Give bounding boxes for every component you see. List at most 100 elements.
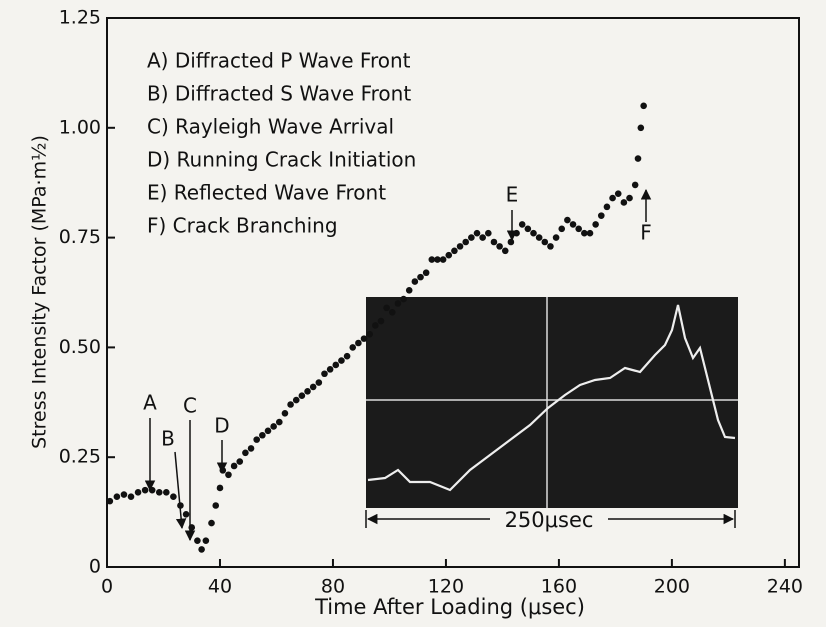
data-point <box>485 229 492 237</box>
data-point <box>451 247 458 255</box>
data-point <box>332 361 340 369</box>
data-point <box>360 335 368 342</box>
annotation-label: F <box>640 221 652 245</box>
x-tick-label: 0 <box>101 576 113 598</box>
inset-screen <box>366 297 738 508</box>
inset-oscillogram: 250μsec <box>365 297 738 532</box>
data-point <box>558 225 566 233</box>
data-point <box>292 396 300 404</box>
data-point <box>236 458 244 465</box>
x-tick-label: 120 <box>428 576 464 598</box>
data-point <box>106 497 114 505</box>
inset-trace <box>367 304 736 492</box>
data-point <box>343 352 351 360</box>
x-tick-label: 240 <box>767 576 803 598</box>
data-point <box>216 484 224 492</box>
data-point <box>259 431 266 439</box>
data-point <box>388 308 396 316</box>
inset-label: 250μsec <box>505 508 594 532</box>
data-point <box>524 225 532 233</box>
data-point <box>281 409 289 417</box>
data-point <box>377 317 385 325</box>
data-point <box>326 366 334 373</box>
data-point <box>202 537 210 544</box>
annotation-label: D <box>214 414 229 438</box>
y-tick-label: 1.00 <box>59 116 101 138</box>
plot-frame <box>106 17 800 568</box>
data-point <box>304 388 311 395</box>
data-point <box>219 467 227 474</box>
data-point <box>247 445 255 452</box>
data-point <box>188 524 196 531</box>
data-point <box>473 229 481 237</box>
data-point <box>462 238 470 246</box>
data-point <box>113 493 121 501</box>
data-point <box>581 229 588 237</box>
data-point <box>439 256 447 263</box>
data-point <box>411 278 419 285</box>
data-point <box>496 243 503 250</box>
legend-entry: C) Rayleigh Wave Arrival <box>147 115 394 139</box>
data-point <box>120 491 128 498</box>
data-point <box>614 190 622 197</box>
data-point <box>275 418 283 426</box>
data-point <box>177 502 184 509</box>
data-point <box>372 322 379 329</box>
data-point <box>597 212 605 219</box>
data-point <box>127 493 135 501</box>
data-point <box>208 519 215 527</box>
data-point <box>501 247 509 255</box>
data-point <box>634 155 642 162</box>
legend-entry: E) Reflected Wave Front <box>147 181 386 205</box>
x-tick-label: 200 <box>654 576 690 598</box>
data-point <box>349 344 357 351</box>
data-point <box>155 489 163 496</box>
data-point <box>626 194 633 202</box>
data-point <box>383 304 390 312</box>
data-point <box>225 471 232 479</box>
data-point <box>230 462 238 470</box>
x-tick-label: 40 <box>208 576 232 598</box>
data-point <box>592 221 599 228</box>
data-point <box>417 273 424 281</box>
data-point <box>163 489 170 496</box>
data-point <box>366 330 373 338</box>
legend-entry: D) Running Crack Initiation <box>147 148 416 172</box>
data-point <box>264 427 272 435</box>
data-point <box>134 489 142 496</box>
data-point <box>552 234 560 241</box>
data-point <box>287 401 294 408</box>
y-tick-label: 0.75 <box>59 226 101 248</box>
annotation-label: E <box>506 183 519 207</box>
data-point <box>194 537 201 544</box>
x-tick-label: 160 <box>541 576 577 598</box>
data-point <box>541 238 549 246</box>
data-point <box>400 295 407 303</box>
data-point <box>640 102 647 110</box>
data-point <box>603 203 611 211</box>
annotation-label: C <box>183 394 197 418</box>
data-point <box>620 199 628 206</box>
data-point <box>148 486 156 494</box>
data-point <box>479 234 486 241</box>
legend-entry: F) Crack Branching <box>147 214 338 238</box>
x-axis-label: Time After Loading (μsec) <box>314 595 585 619</box>
data-point <box>394 300 402 307</box>
data-point <box>445 251 453 259</box>
data-point <box>321 370 328 378</box>
data-point <box>637 124 645 132</box>
data-point <box>212 502 220 509</box>
annotation-label: B <box>161 427 175 451</box>
data-point <box>270 423 277 430</box>
data-point <box>569 221 577 228</box>
data-point <box>513 229 520 237</box>
data-point <box>170 493 177 501</box>
data-point <box>530 229 537 237</box>
annotation-label: A <box>143 391 157 415</box>
data-point <box>298 392 306 400</box>
data-point <box>564 216 571 224</box>
y-tick-label: 1.25 <box>59 7 101 29</box>
data-point <box>198 546 205 553</box>
legend-entry: A) Diffracted P Wave Front <box>147 49 411 73</box>
